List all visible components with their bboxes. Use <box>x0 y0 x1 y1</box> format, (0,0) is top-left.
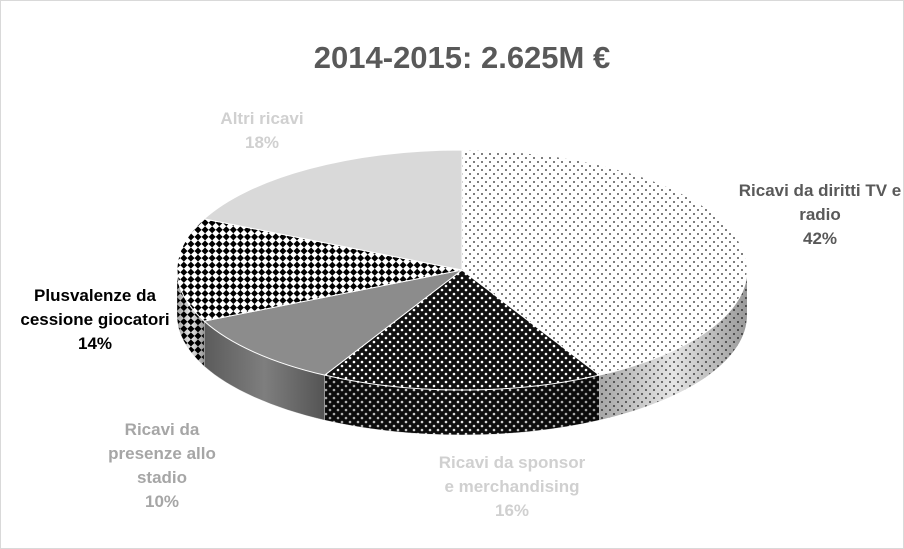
label-name: Plusvalenze da cessione giocatori <box>20 286 170 329</box>
slice-side-shade <box>204 321 325 421</box>
chart-title: 2014-2015: 2.625M € <box>314 40 610 75</box>
slice-label: Plusvalenze da cessione giocatori 14% <box>10 284 180 356</box>
slice-label: Ricavi da diritti TV e radio 42% <box>735 179 904 251</box>
slice-label: Ricavi da sponsor e merchandising 16% <box>437 451 587 523</box>
slice <box>203 269 463 376</box>
label-name: Altri ricavi <box>220 109 304 128</box>
label-name: Ricavi da presenze allo stadio <box>108 420 216 487</box>
label-value: 18% <box>244 133 280 152</box>
label-value: 16% <box>494 501 530 520</box>
slice-side-shade <box>177 270 205 367</box>
slice <box>203 149 463 271</box>
slice <box>461 149 748 376</box>
label-name: Ricavi da sponsor e merchandising <box>438 453 586 496</box>
slice-side-shade <box>324 375 600 435</box>
slice <box>323 269 601 391</box>
slice-side-shade <box>599 270 747 421</box>
label-value: 10% <box>144 492 180 511</box>
slice-label: Altri ricavi 18% <box>197 107 327 155</box>
slice-label: Ricavi da presenze allo stadio 10% <box>90 418 235 514</box>
label-value: 42% <box>802 229 838 248</box>
slice <box>176 218 463 322</box>
label-name: Ricavi da diritti TV e radio <box>738 181 902 224</box>
label-value: 14% <box>77 334 113 353</box>
